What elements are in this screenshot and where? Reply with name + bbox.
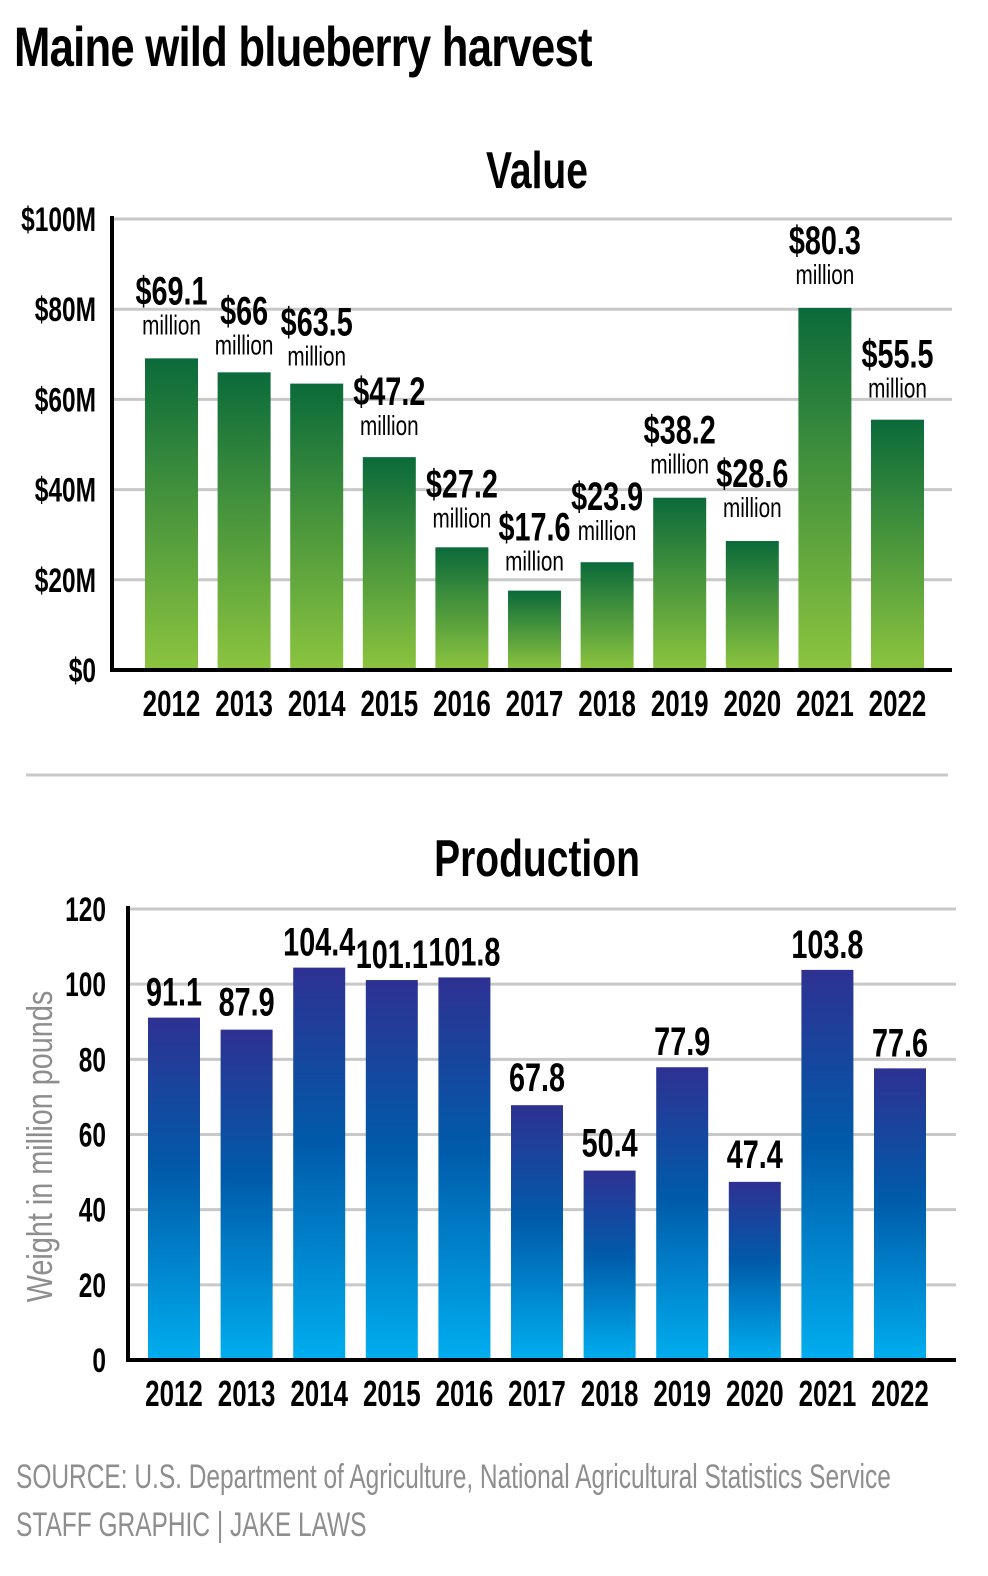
x-tick-label: 2020 [723,684,781,724]
data-label-unit: million [578,516,637,547]
data-label-unit: million [360,411,419,442]
data-label-unit: million [723,493,782,524]
x-tick-label: 2019 [651,684,709,724]
data-label: 77.9 [654,1020,710,1065]
data-label: $69.1 [135,269,207,314]
y-tick-label: 60 [79,1117,106,1155]
data-label: $80.3 [789,218,861,263]
data-label: $23.9 [571,475,643,520]
data-label: $66 [220,289,268,334]
data-label: $17.6 [498,505,570,550]
bar [656,1067,709,1360]
x-tick-label: 2017 [508,1374,566,1414]
data-label: 104.4 [283,920,356,965]
x-tick-label: 2022 [869,684,927,724]
bar [508,590,561,670]
y-tick-label: 0 [92,1342,106,1380]
data-label: $55.5 [861,332,933,377]
bar [220,1029,273,1360]
data-label: $63.5 [281,300,353,345]
x-tick-label: 2015 [363,1374,421,1414]
bar [293,967,346,1360]
source-note: SOURCE: U.S. Department of Agriculture, … [16,1458,891,1496]
data-label: $28.6 [716,451,788,496]
y-tick-label: $100M [21,201,96,239]
y-tick-label: 80 [79,1041,106,1079]
bar [435,547,489,670]
bar [362,457,416,670]
data-label-unit: million [505,547,564,578]
x-tick-label: 2022 [871,1374,929,1414]
data-label-unit: million [796,260,855,291]
y-tick-label: $60M [35,382,96,420]
data-label: 103.8 [791,922,863,967]
bar [583,1170,636,1360]
data-label: 50.4 [582,1121,639,1166]
x-tick-label: 2018 [578,684,636,724]
data-label-unit: million [142,310,201,341]
bar [874,1068,926,1360]
x-tick-label: 2014 [290,1374,348,1414]
bar [580,562,634,670]
y-tick-label: $20M [35,562,96,600]
bar [728,1181,781,1360]
x-tick-label: 2013 [215,684,273,724]
x-tick-label: 2014 [288,684,346,724]
bar [438,977,491,1360]
data-label: 77.6 [872,1021,928,1066]
data-label: 67.8 [509,1056,565,1101]
bar [217,372,271,670]
x-tick-label: 2016 [436,1374,494,1414]
data-label-unit: million [433,503,492,534]
bar [511,1105,563,1360]
data-label: 101.8 [428,930,500,975]
bar [653,497,707,670]
chart-title: Production [434,828,640,887]
bar [801,969,854,1360]
x-tick-label: 2021 [796,684,854,724]
bar [725,541,779,670]
x-tick-label: 2020 [726,1374,784,1414]
page-title: Maine wild blueberry harvest [14,15,593,78]
data-label-unit: million [868,374,927,405]
x-tick-label: 2016 [433,684,491,724]
credit-note: STAFF GRAPHIC | JAKE LAWS [16,1506,367,1544]
bar [148,1017,200,1360]
bar [290,383,344,670]
y-tick-label: 20 [79,1267,106,1305]
data-label: 47.4 [727,1132,784,1177]
bar [871,419,924,670]
chart-title: Value [486,140,588,199]
x-tick-label: 2015 [360,684,418,724]
production-chart: Production 0 20 40 60 80 100 120 2012 91.1 2013 87.… [19,828,956,1414]
data-label: 101.1 [356,932,428,977]
x-tick-label: 2017 [506,684,564,724]
x-tick-label: 2021 [799,1374,857,1414]
y-tick-label: $0 [69,652,96,690]
y-tick-label: $80M [35,291,96,329]
data-label-unit: million [287,342,346,373]
y-axis-label: Weight in million pounds [19,991,60,1302]
data-label: $38.2 [644,408,716,453]
y-tick-label: 120 [65,891,106,929]
bar [798,307,852,670]
data-label: $27.2 [426,462,498,507]
x-tick-label: 2013 [218,1374,276,1414]
data-label-unit: million [650,450,709,481]
bar [365,980,418,1360]
y-tick-label: 40 [79,1192,106,1230]
data-label-unit: million [215,330,274,361]
data-label: $47.2 [353,370,425,415]
value-chart: Value$0$20M$40M$60M$80M$100M2012$69.1mil… [21,140,952,724]
x-tick-label: 2012 [145,1374,203,1414]
data-label: 91.1 [146,970,202,1015]
x-tick-label: 2019 [653,1374,711,1414]
x-tick-label: 2012 [143,684,201,724]
y-tick-label: 100 [65,966,106,1004]
bar [145,358,198,670]
x-tick-label: 2018 [581,1374,639,1414]
y-tick-label: $40M [35,472,96,510]
data-label: 87.9 [219,980,275,1025]
